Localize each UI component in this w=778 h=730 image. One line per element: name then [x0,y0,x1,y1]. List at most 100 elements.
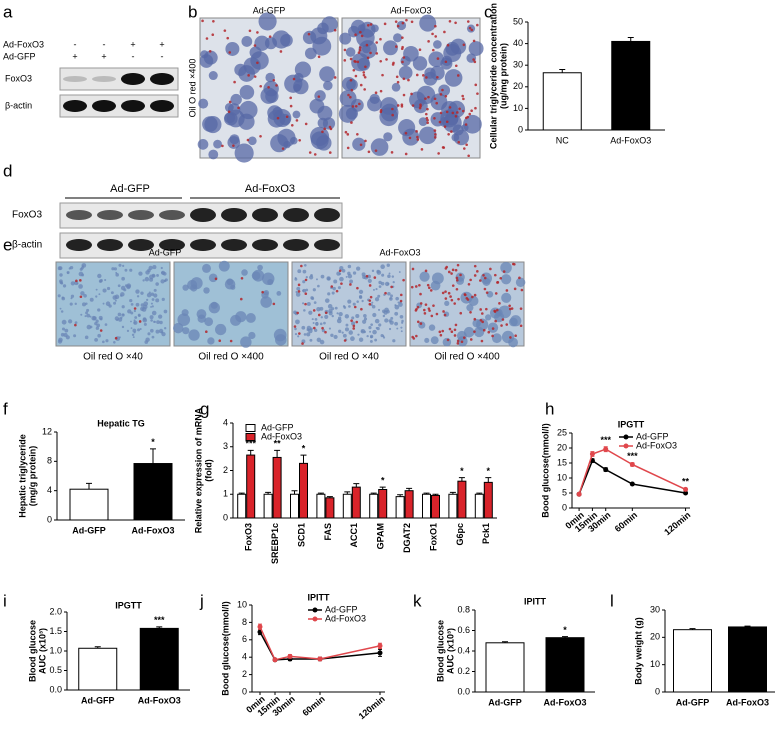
lipid-droplet [472,39,476,43]
lipid-droplet [447,270,451,274]
bar [78,647,118,691]
lipid-droplet [214,277,218,281]
lipid-droplet [358,102,361,106]
cell [257,264,263,271]
cell [345,47,356,57]
image-caption: Oil red O ×40 [319,352,379,363]
cell [363,330,366,334]
cell [401,321,404,324]
error-bar [156,626,163,629]
cell [98,293,101,296]
lipid-droplet [343,48,347,52]
y-tick-label: 8 [242,617,247,627]
cell [122,264,125,267]
cell [367,274,371,279]
cell [375,326,378,329]
cell [261,272,275,285]
y-tick-label: 0 [223,512,228,522]
lipid-droplet [435,101,439,105]
cell [150,302,153,305]
cell [213,139,222,149]
y-tick-label: 1.5 [49,626,62,636]
cell [120,294,123,297]
x-tick-label: ACC1 [349,523,359,548]
lipid-droplet [482,274,485,277]
cell [139,328,142,331]
cell [96,323,101,328]
point [683,490,689,496]
lipid-droplet [491,327,495,330]
cell [321,328,326,333]
chart-title: Hepatic TG [97,418,145,428]
cell [324,298,330,303]
cell [398,119,416,137]
lipid-droplet [476,92,479,95]
cell [396,327,399,330]
lipid-droplet [301,342,304,345]
cell [260,296,273,308]
y-axis-label: Bood glucose(mmol/l) [220,601,230,696]
cell [85,302,88,305]
cell [303,263,307,267]
cell [303,333,307,336]
lipid-droplet [447,291,451,295]
lipid-droplet [358,48,362,52]
cell [161,297,165,301]
y-tick-label: 25 [557,427,567,437]
error-bar [94,646,101,649]
lipid-droplet [442,310,445,313]
legend-label: Ad-FoxO3 [636,440,677,450]
lipid-droplet [476,270,479,273]
cell [323,80,333,91]
lipid-droplet [454,64,458,68]
cell [113,301,117,305]
cell [135,289,140,294]
lipid-droplet [369,51,372,55]
lipid-droplet [384,291,387,295]
lipid-droplet [424,269,428,273]
cell [240,336,252,348]
lipid-droplet [323,127,326,131]
lipid-droplet [304,278,308,282]
cell [428,324,436,331]
y-axis-label: Blood glucose [435,620,445,682]
significance: *** [154,615,165,625]
lipid-droplet [462,97,465,101]
y-tick-label: 0.8 [457,604,470,614]
lipid-droplet [444,290,447,293]
lipid-droplet [368,284,372,287]
lipid-droplet [390,151,394,154]
lipid-droplet [212,19,215,23]
lipid-droplet [424,112,428,116]
cell [357,333,360,336]
lipid-droplet [481,320,484,324]
lipid-droplet [446,338,450,342]
y-tick-label: 4 [242,652,247,662]
error-bar [326,496,333,498]
x-tick-label: DGAT2 [402,523,412,553]
y-tick-label: 20 [557,442,567,452]
cell [314,328,318,332]
lipid-droplet [401,60,404,64]
lipid-droplet [375,41,378,44]
cell [337,286,341,290]
error-bar [247,449,254,456]
blot-band [128,239,154,251]
lipid-droplet [447,132,450,136]
cell [98,315,103,320]
cell [160,266,163,270]
cell [347,273,353,279]
lipid-droplet [415,130,418,133]
lipid-droplet [359,83,363,87]
cell [129,298,133,303]
cell [79,267,83,271]
lipid-droplet [519,324,523,328]
cell [319,66,335,83]
lipid-droplet [321,326,324,330]
bar [246,454,256,519]
cell [374,297,380,302]
cell [81,302,87,307]
error-bar [265,491,272,495]
lipid-droplet [434,133,437,136]
lipid-droplet [445,110,449,114]
